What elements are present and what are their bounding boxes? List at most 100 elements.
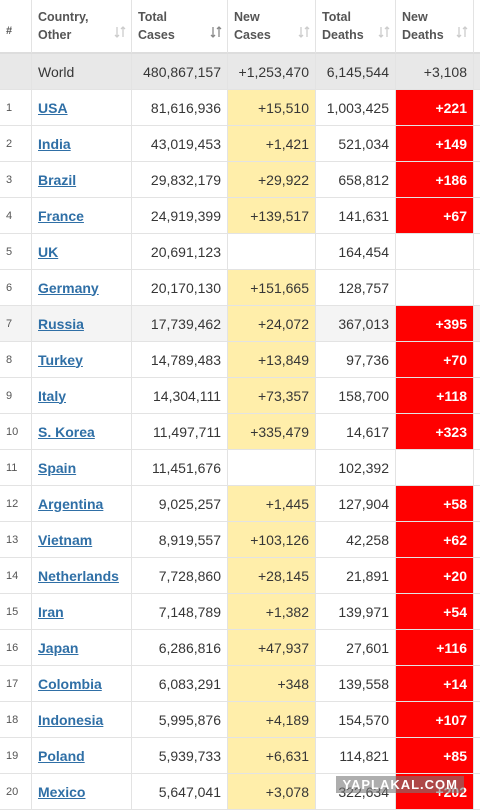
rank: 9 <box>0 378 32 414</box>
country-text[interactable]: Italy <box>38 387 67 404</box>
total-deaths: 158,700 <box>316 378 396 414</box>
total-cases-text: 43,019,453 <box>150 135 221 152</box>
country-text[interactable]: India <box>38 135 71 152</box>
total-deaths-text: 114,821 <box>339 747 389 764</box>
country-text[interactable]: France <box>38 207 84 224</box>
country[interactable]: Iran <box>32 594 132 630</box>
country[interactable]: France <box>32 198 132 234</box>
country[interactable]: USA <box>32 90 132 126</box>
sort-icon[interactable] <box>378 26 390 38</box>
new-cases: +103,126 <box>228 522 316 558</box>
country-text[interactable]: Poland <box>38 747 85 764</box>
new-cases-text: +29,922 <box>258 171 309 188</box>
row-extra <box>474 126 480 162</box>
rank-text: 12 <box>6 497 19 510</box>
header-total-deaths-text[interactable]: Total Deaths <box>322 10 364 42</box>
country-text[interactable]: Argentina <box>38 495 104 512</box>
country-text[interactable]: Turkey <box>38 351 83 368</box>
new-deaths: +118 <box>396 378 474 414</box>
new-cases-text: +3,078 <box>265 783 309 800</box>
country[interactable]: Spain <box>32 450 132 486</box>
rank: 3 <box>0 162 32 198</box>
new-deaths: +62 <box>396 522 474 558</box>
sort-icon[interactable] <box>298 26 310 38</box>
total-cases-text: 20,691,123 <box>150 243 221 260</box>
new-cases <box>228 450 316 486</box>
total-deaths: 139,558 <box>316 666 396 702</box>
new-cases: +4,189 <box>228 702 316 738</box>
header-new-cases[interactable]: New Cases <box>228 0 316 54</box>
country[interactable]: S. Korea <box>32 414 132 450</box>
country-text[interactable]: Mexico <box>38 783 86 800</box>
world-total-cases-text: 480,867,157 <box>143 63 221 80</box>
country-text[interactable]: Brazil <box>38 171 77 188</box>
country-text[interactable]: Vietnam <box>38 531 93 548</box>
total-deaths-text: 367,013 <box>338 315 389 332</box>
new-cases-text: +24,072 <box>258 315 309 332</box>
country[interactable]: Turkey <box>32 342 132 378</box>
country-text[interactable]: Spain <box>38 459 77 476</box>
total-deaths-text: 139,971 <box>338 603 389 620</box>
sort-icon[interactable] <box>210 26 222 38</box>
country[interactable]: UK <box>32 234 132 270</box>
country[interactable]: Poland <box>32 738 132 774</box>
header-country[interactable]: Country, Other <box>32 0 132 54</box>
new-deaths: +149 <box>396 126 474 162</box>
country[interactable]: Japan <box>32 630 132 666</box>
total-cases: 11,451,676 <box>132 450 228 486</box>
header-new-cases-text[interactable]: New Cases <box>234 10 271 42</box>
total-cases: 14,789,483 <box>132 342 228 378</box>
country-text[interactable]: Netherlands <box>38 567 119 584</box>
header-country-text[interactable]: Country, Other <box>38 10 89 42</box>
country[interactable]: Vietnam <box>32 522 132 558</box>
row-extra <box>474 306 480 342</box>
country-text[interactable]: UK <box>38 243 59 260</box>
total-cases-text: 29,832,179 <box>150 171 221 188</box>
sort-icon[interactable] <box>456 26 468 38</box>
country[interactable]: Brazil <box>32 162 132 198</box>
country-text[interactable]: Russia <box>38 315 84 332</box>
header-total-cases[interactable]: Total Cases <box>132 0 228 54</box>
country-text[interactable]: Indonesia <box>38 711 104 728</box>
country[interactable]: Netherlands <box>32 558 132 594</box>
new-cases: +28,145 <box>228 558 316 594</box>
country[interactable]: Italy <box>32 378 132 414</box>
header-new-deaths-text[interactable]: New Deaths <box>402 10 444 42</box>
world-total-deaths: 6,145,544 <box>316 54 396 90</box>
total-cases: 6,286,816 <box>132 630 228 666</box>
country[interactable]: Colombia <box>32 666 132 702</box>
country[interactable]: Indonesia <box>32 702 132 738</box>
country[interactable]: Argentina <box>32 486 132 522</box>
new-deaths: +58 <box>396 486 474 522</box>
header-total-cases-text[interactable]: Total Cases <box>138 10 175 42</box>
world-new-cases: +1,253,470 <box>228 54 316 90</box>
new-cases-text: +4,189 <box>265 711 309 728</box>
country-text[interactable]: USA <box>38 99 68 116</box>
country[interactable]: Russia <box>32 306 132 342</box>
new-cases-text: +335,479 <box>250 423 309 440</box>
total-deaths: 139,971 <box>316 594 396 630</box>
header-rank-text: # <box>6 25 13 37</box>
country-text[interactable]: Germany <box>38 279 99 296</box>
header-total-deaths[interactable]: Total Deaths <box>316 0 396 54</box>
country[interactable]: Mexico <box>32 774 132 810</box>
country-text[interactable]: Colombia <box>38 675 102 692</box>
total-deaths: 114,821 <box>316 738 396 774</box>
country-text[interactable]: Japan <box>38 639 79 656</box>
new-cases: +3,078 <box>228 774 316 810</box>
new-cases: +15,510 <box>228 90 316 126</box>
header-new-deaths[interactable]: New Deaths <box>396 0 474 54</box>
rank-text: 14 <box>6 569 19 582</box>
row-extra <box>474 90 480 126</box>
new-cases-text: +151,665 <box>250 279 309 296</box>
country[interactable]: Germany <box>32 270 132 306</box>
country-text[interactable]: Iran <box>38 603 64 620</box>
total-cases: 11,497,711 <box>132 414 228 450</box>
country-text[interactable]: S. Korea <box>38 423 95 440</box>
sort-icon[interactable] <box>114 26 126 38</box>
row-extra <box>474 486 480 522</box>
country[interactable]: India <box>32 126 132 162</box>
rank: 5 <box>0 234 32 270</box>
row-extra <box>474 594 480 630</box>
